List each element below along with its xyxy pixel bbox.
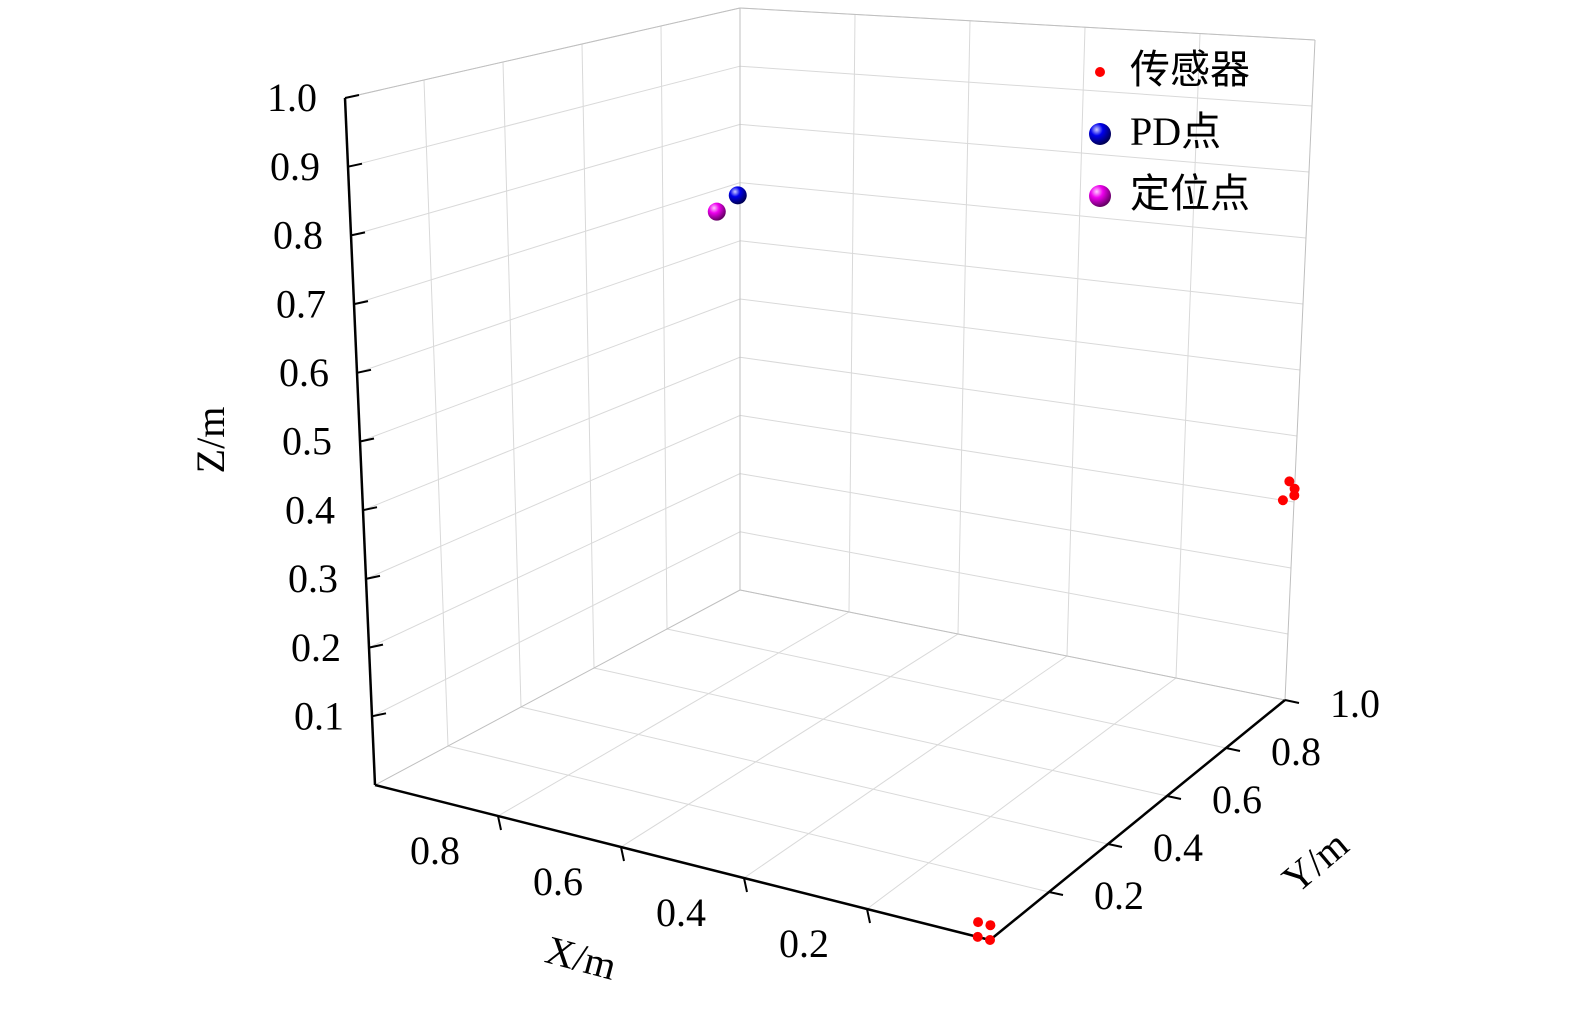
grid-line xyxy=(353,182,741,305)
z-tick xyxy=(371,712,387,718)
z-tick xyxy=(356,368,372,374)
y-axis-title: Y/m xyxy=(1274,822,1357,902)
y-tick-label: 1.0 xyxy=(1330,681,1380,726)
z-tick xyxy=(359,437,375,443)
box-edge xyxy=(739,589,1286,701)
z-tick-label: 0.7 xyxy=(276,281,326,326)
grid-line xyxy=(739,240,1304,305)
grid-line xyxy=(739,182,1307,239)
grid-line xyxy=(739,473,1292,569)
y-tick xyxy=(1225,747,1241,752)
grid-line xyxy=(520,706,1109,845)
y-tick-label: 0.8 xyxy=(1271,729,1321,774)
point xyxy=(1284,476,1295,487)
y-tick xyxy=(1107,843,1123,848)
grid-line xyxy=(365,414,741,580)
y-tick xyxy=(1048,891,1064,896)
sphere-point xyxy=(728,186,747,205)
point xyxy=(1277,495,1288,506)
grid-line xyxy=(739,531,1289,635)
z-tick-label: 0.4 xyxy=(285,487,335,532)
grid-line xyxy=(739,356,1298,437)
z-tick-label: 0.5 xyxy=(282,419,332,464)
z-tick xyxy=(344,94,360,99)
z-tick-label: 0.9 xyxy=(270,144,320,189)
z-tick-label: 0.3 xyxy=(288,556,338,601)
grid-line xyxy=(739,298,1301,371)
axes: 0.20.40.60.80.20.40.60.81.00.10.20.30.40… xyxy=(267,7,1380,966)
grid-line xyxy=(497,611,850,817)
grid-line xyxy=(347,65,741,168)
grid-line xyxy=(739,414,1295,503)
grid-line xyxy=(620,633,959,848)
legend-label: 定位点 xyxy=(1130,171,1250,216)
z-tick-label: 0.2 xyxy=(291,625,341,670)
legend-label: 传感器 xyxy=(1130,47,1250,92)
grid-line xyxy=(368,473,741,649)
x-tick-label: 0.8 xyxy=(410,828,460,873)
box-edge xyxy=(739,7,1316,41)
point xyxy=(1289,483,1300,494)
z-tick-label: 0.1 xyxy=(294,693,344,738)
x-tick-label: 0.2 xyxy=(779,921,829,966)
point xyxy=(973,917,984,928)
x-tick-label: 0.4 xyxy=(656,890,706,935)
data xyxy=(707,186,1300,945)
x-axis xyxy=(374,783,991,942)
x-tick xyxy=(497,815,502,831)
grid-line xyxy=(350,123,741,236)
grid-line xyxy=(739,123,1310,173)
x-tick-label: 0.6 xyxy=(533,859,583,904)
y-tick xyxy=(1284,699,1300,704)
legend-label: PD点 xyxy=(1130,109,1221,154)
box-edge xyxy=(344,7,741,99)
z-tick xyxy=(347,162,363,168)
z-axis-title: Z/m xyxy=(188,407,233,474)
z-tick-label: 0.8 xyxy=(273,213,323,258)
point xyxy=(985,935,995,945)
grid-line xyxy=(866,677,1177,910)
z-tick xyxy=(368,643,384,649)
x-axis-title: X/m xyxy=(541,927,621,989)
z-tick-label: 1.0 xyxy=(267,75,317,120)
grid-line xyxy=(371,531,741,717)
y-axis xyxy=(989,699,1286,941)
grid-line xyxy=(447,745,1050,893)
grid-line xyxy=(362,356,741,511)
z-tick-label: 0.6 xyxy=(279,350,329,395)
z-tick xyxy=(350,231,366,237)
box-edge xyxy=(374,589,741,786)
z-tick xyxy=(362,506,378,512)
grid-line xyxy=(356,240,741,374)
legend-marker xyxy=(1089,123,1111,145)
point xyxy=(985,920,996,931)
grid-line xyxy=(593,667,1168,797)
grid-line xyxy=(666,628,1227,749)
x-tick xyxy=(620,846,625,862)
sphere-point xyxy=(707,202,726,221)
box-edge xyxy=(1284,39,1316,701)
z-tick xyxy=(353,300,369,306)
legend-marker xyxy=(1089,185,1111,207)
x-tick xyxy=(866,908,871,924)
y-tick-label: 0.4 xyxy=(1153,825,1203,870)
x-tick xyxy=(743,877,748,893)
grid-line xyxy=(739,65,1313,107)
z-tick xyxy=(365,574,381,580)
y-tick-label: 0.6 xyxy=(1212,777,1262,822)
y-tick xyxy=(1166,795,1182,800)
y-tick-label: 0.2 xyxy=(1094,873,1144,918)
legend-marker xyxy=(1095,67,1105,77)
grid-line xyxy=(743,655,1068,879)
point xyxy=(972,931,983,942)
grid-line xyxy=(359,298,741,442)
